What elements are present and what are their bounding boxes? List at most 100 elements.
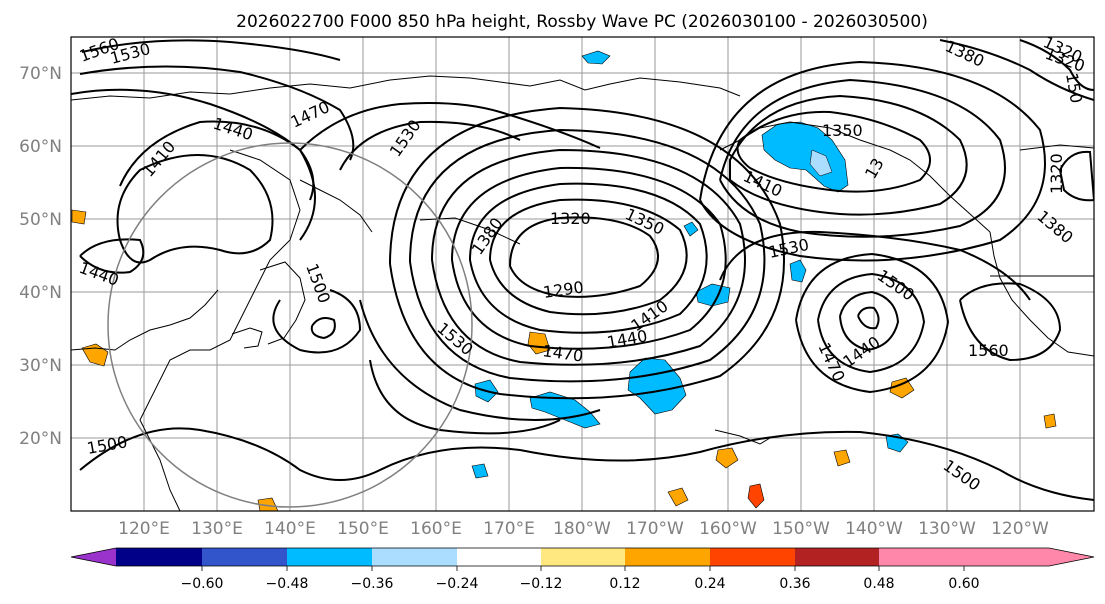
colorbar-arrow-right xyxy=(964,548,1094,566)
region-circle xyxy=(107,142,473,508)
colorbar-outline xyxy=(70,547,1095,567)
contour-label: 1350 xyxy=(822,121,863,140)
lon-label: 140°E xyxy=(264,519,316,539)
contour-1500-tropics xyxy=(79,427,1094,501)
contour-1530-east xyxy=(719,230,1031,301)
colorbar-tick-label: −0.60 xyxy=(181,576,224,592)
lon-label: 150°E xyxy=(337,519,389,539)
map-frame xyxy=(70,36,1095,512)
contour-label: 1320 xyxy=(550,209,591,228)
neg-anomaly-subtropical-1 xyxy=(529,391,601,429)
contour-1440-alaska xyxy=(699,60,1046,262)
coastlines xyxy=(71,75,1094,511)
colorbar-tick-label: 0.60 xyxy=(948,576,979,592)
colorbar-tick-label: −0.36 xyxy=(351,576,394,592)
neg-anomaly-small-1 xyxy=(683,221,699,237)
pos-anomaly-south xyxy=(667,487,689,507)
coast-kyushu xyxy=(231,327,263,349)
coast-asia-east xyxy=(139,149,301,511)
contour-1290 xyxy=(509,216,659,298)
lon-label: 170°W xyxy=(626,519,684,539)
colorbar-segment xyxy=(541,548,625,566)
contour-label: 1320 xyxy=(1047,153,1066,194)
lon-label: 130°W xyxy=(918,519,976,539)
lon-label: 170°E xyxy=(483,519,535,539)
colorbar-segment xyxy=(202,548,287,566)
colorbar-tick-label: −0.24 xyxy=(436,576,479,592)
colorbar-tick-label: 0.48 xyxy=(863,576,894,592)
lat-label: 70°N xyxy=(19,64,62,84)
neg-anomaly-gulf-alaska xyxy=(761,121,849,193)
anomaly-shading xyxy=(71,50,1057,511)
colorbar-tick-label: −0.48 xyxy=(266,576,309,592)
neg-anomaly-gulf-alaska-inner xyxy=(809,149,833,177)
contour-1530-north xyxy=(339,120,521,171)
lat-label: 40°N xyxy=(19,283,62,303)
contour-1560-east xyxy=(959,282,1062,362)
contour-1440-nw xyxy=(119,120,316,241)
colorbar-tick-label: −0.12 xyxy=(520,576,563,592)
colorbar-segment xyxy=(879,548,964,566)
longitude-axis: 120°E 130°E 140°E 150°E 160°E 170°E 180°… xyxy=(118,519,1049,539)
pos-anomaly-east-edge xyxy=(1043,413,1057,429)
lon-label: 120°E xyxy=(118,519,170,539)
contour-1560-nw xyxy=(81,39,341,61)
contour-1320-ne xyxy=(1019,39,1094,91)
colorbar-segment xyxy=(116,548,202,566)
contour-1320 xyxy=(489,198,688,316)
contour-1380-ne xyxy=(939,39,1094,101)
contour-1350 xyxy=(469,182,708,334)
pos-anomaly-philippine xyxy=(257,497,279,511)
coast-japan xyxy=(259,261,306,345)
lat-label: 30°N xyxy=(19,356,62,376)
lat-label: 20°N xyxy=(19,429,62,449)
colorbar-tick-label: 0.24 xyxy=(694,576,725,592)
contour-1380-alaska xyxy=(729,94,968,216)
contour-1530-nw xyxy=(79,65,355,161)
pos-anomaly-central-pacific-2 xyxy=(833,449,851,467)
contour-1410-nw xyxy=(116,154,274,264)
pos-anomaly-china-coast xyxy=(81,343,109,367)
colorbar-tick-label: 0.36 xyxy=(779,576,810,592)
pos-anomaly-subtropical xyxy=(527,331,551,355)
contour-1530-south xyxy=(369,359,561,435)
coast-china xyxy=(71,289,219,351)
contour-1470-low xyxy=(817,272,926,374)
neg-anomaly-arctic xyxy=(581,50,611,65)
coast-canada xyxy=(1019,144,1094,151)
contour-low-center xyxy=(857,306,880,330)
neg-anomaly-north-pacific-2 xyxy=(789,259,807,283)
lon-label: 160°E xyxy=(410,519,462,539)
map-title: 2026022700 F000 850 hPa height, Rossby W… xyxy=(236,12,928,32)
colorbar: −0.60 −0.48 −0.36 −0.24 −0.12 0.12 0.24 … xyxy=(70,547,1095,592)
contour-1530-japan xyxy=(272,289,362,354)
latitude-axis: 70°N 60°N 50°N 40°N 30°N 20°N xyxy=(19,64,62,449)
lon-label: 120°W xyxy=(991,519,1049,539)
lon-label: 140°W xyxy=(845,519,903,539)
pos-anomaly-central-pacific-1 xyxy=(715,447,739,469)
contour-1500-south xyxy=(359,299,601,421)
contour-1440 xyxy=(409,128,766,383)
colorbar-tick-label: 0.12 xyxy=(609,576,640,592)
coast-north-america-west xyxy=(989,231,1094,357)
contour-1440-west xyxy=(79,238,145,274)
lon-label: 150°W xyxy=(772,519,830,539)
contour-1410 xyxy=(431,148,746,366)
pos-anomaly-west-edge xyxy=(71,209,87,225)
coast-siberia xyxy=(71,75,741,101)
contour-1500-low-east xyxy=(795,252,950,394)
pos-anomaly-east-pacific xyxy=(889,377,915,399)
colorbar-segment xyxy=(457,548,541,566)
colorbar-segment xyxy=(710,548,795,566)
lon-label: 180°W xyxy=(553,519,611,539)
contour-1440-low xyxy=(839,290,900,352)
pos-anomaly-south-strong xyxy=(747,483,765,509)
colorbar-segment xyxy=(372,548,457,566)
graticule xyxy=(71,37,1094,511)
colorbar-segment xyxy=(625,548,710,566)
colorbar-segment xyxy=(287,548,372,566)
height-contours xyxy=(71,39,1094,501)
lon-label: 160°W xyxy=(699,519,757,539)
